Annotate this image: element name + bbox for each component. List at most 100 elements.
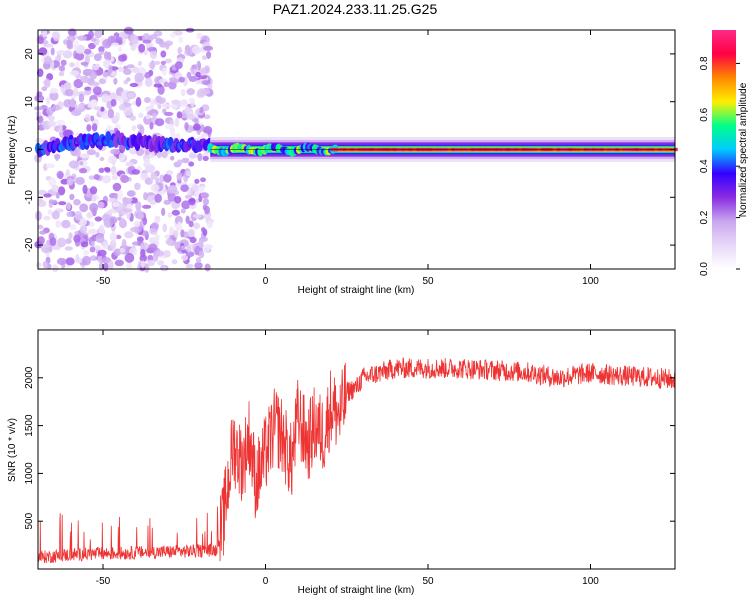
spectrogram-noise-cell — [97, 249, 107, 257]
colorbar-ticks: 0.0 0.2 0.4 0.6 0.8 — [699, 56, 740, 276]
spectrogram-noise-cell — [103, 262, 109, 272]
x-tick-label: 50 — [422, 576, 434, 587]
spectrogram-noise-cell — [123, 26, 134, 35]
spectrogram-noise-cell — [118, 54, 127, 62]
spectrogram-noise-cell — [137, 212, 144, 220]
spectrogram-noise-cell — [169, 226, 175, 236]
spectrogram-noise-cell — [133, 220, 141, 228]
spectrogram-noise-cell — [162, 67, 167, 76]
spectrogram-noise-cell — [138, 112, 144, 118]
spectrogram-noise-cell — [143, 157, 151, 167]
spectrogram-noise-cell — [91, 196, 97, 202]
spectrogram-y-ticks: -20 -10 0 10 20 — [24, 48, 675, 252]
spectrogram-noise-cell — [137, 60, 142, 67]
spectrogram-noise-cell — [89, 71, 98, 80]
spectrogram-noise-cell — [123, 68, 132, 75]
x-tick-label: 0 — [263, 276, 269, 287]
spectrogram-noise-cell — [109, 92, 118, 102]
spectrogram-noise-cell — [108, 64, 113, 75]
spectrogram-noise-cell — [102, 71, 109, 78]
spectrogram-noise-cell — [184, 106, 191, 115]
spectrogram-noise-cell — [47, 209, 53, 215]
spectrogram-noise-cell — [125, 161, 135, 167]
spectrogram-noise-cell — [157, 97, 167, 104]
spectrogram-noise-cell — [163, 249, 171, 258]
x-tick-label: -50 — [96, 576, 111, 587]
spectrogram-noise-cell — [196, 32, 203, 39]
spectrogram-x-axis-label: Height of straight line (km) — [298, 285, 415, 296]
spectrogram-noise-cell — [45, 163, 56, 169]
spectrogram-noise-cell — [194, 261, 203, 270]
spectrogram-noise-cell — [88, 30, 94, 40]
spectrogram-noise-cell — [198, 239, 204, 248]
x-tick-label: 50 — [422, 276, 434, 287]
spectrogram-noise-cell — [203, 114, 211, 120]
spectrogram-noise-cell — [181, 200, 191, 210]
spectrogram-noise-cell — [117, 189, 123, 200]
spectrogram-noise-cell — [185, 215, 190, 224]
spectrogram-noise-cell — [115, 36, 123, 43]
spectrogram-noise-cell — [58, 65, 66, 72]
spectrogram-noise-cell — [84, 113, 91, 122]
spectrogram-noise-cell — [199, 185, 205, 193]
spectrogram-x-ticks: -50 0 50 100 — [96, 30, 599, 287]
spectrogram-noise-cell — [153, 83, 163, 88]
spectrogram-noise-cell — [163, 81, 169, 88]
spectrogram-noise-cell — [195, 257, 202, 264]
spectrogram-noise-cell — [49, 91, 59, 101]
spectrogram-noise-cell — [42, 261, 49, 269]
spectrogram-noise-cell — [69, 224, 77, 231]
spectrogram-noise-cell — [124, 252, 135, 263]
spectrogram-noise-cell — [163, 173, 172, 183]
spectrogram-noise-cell — [156, 150, 162, 159]
spectrogram-noise-cell — [129, 227, 139, 233]
spectrogram-noise-cell — [89, 202, 99, 213]
spectrogram-noise-cell — [42, 215, 51, 221]
spectrogram-noise-cell — [188, 75, 197, 82]
spectrogram-noise-cell — [193, 222, 201, 230]
spectrogram-noise-cell — [35, 262, 42, 268]
spectrogram-y-axis-label: Frequency (Hz) — [7, 116, 18, 185]
spectrogram-noise-cell — [147, 47, 157, 52]
spectrogram-noise-cell — [207, 84, 213, 89]
spectrogram-noise-cell — [108, 197, 118, 203]
spectrogram-noise-cell — [149, 49, 158, 60]
spectrogram-noise-cell — [206, 50, 212, 59]
spectrogram-noise-cell — [37, 36, 44, 45]
spectrogram-noise-cell — [66, 211, 73, 217]
spectrogram-noise-cell — [120, 174, 129, 184]
spectrogram-panel: -50 0 50 100 -20 -10 0 10 20 Height of straight… — [7, 26, 678, 296]
spectrogram-noise-cell — [78, 168, 88, 174]
spectrogram-noise-cell — [167, 212, 173, 218]
snr-series-line — [38, 357, 675, 564]
x-tick-label: 100 — [582, 276, 599, 287]
spectrogram-noise-cell — [51, 210, 60, 220]
spectrogram-noise-cell — [188, 161, 195, 167]
spectrogram-noise-cell — [89, 115, 95, 122]
spectrogram-noise-cell — [189, 197, 196, 206]
spectrogram-noise-cell — [58, 71, 65, 77]
spectrogram-noise-cell — [118, 66, 124, 73]
spectrogram-noise-cell — [70, 109, 81, 116]
spectrogram-noise-cell — [163, 111, 174, 117]
spectrogram-noise-cell — [112, 182, 122, 192]
spectrogram-noise-cell — [111, 175, 118, 180]
spectrogram-noise-cell — [145, 114, 151, 120]
spectrogram-noise-cell — [77, 103, 84, 110]
figure-title: PAZ1.2024.233.11.25.G25 — [273, 1, 438, 17]
spectrogram-noise-cell — [130, 34, 139, 45]
spectrogram-noise-cell — [79, 225, 88, 234]
spectrogram-noise-cell — [170, 99, 181, 105]
spectrogram-noise-cell — [135, 201, 142, 211]
spectrogram-noise-cell — [93, 245, 102, 250]
spectrogram-noise-cell — [164, 124, 174, 129]
spectrogram-noise-cell — [206, 220, 213, 229]
spectrogram-noise-cell — [197, 152, 203, 162]
spectrogram-noise-cell — [36, 68, 44, 77]
spectrogram-noise-cell — [150, 184, 160, 192]
spectrogram-noise-cell — [65, 257, 75, 266]
spectrogram-noise-cell — [58, 124, 63, 133]
spectrogram-noise-cell — [83, 48, 92, 55]
spectrogram-noise-cell — [98, 224, 105, 235]
spectrogram-noise-cell — [90, 240, 95, 247]
